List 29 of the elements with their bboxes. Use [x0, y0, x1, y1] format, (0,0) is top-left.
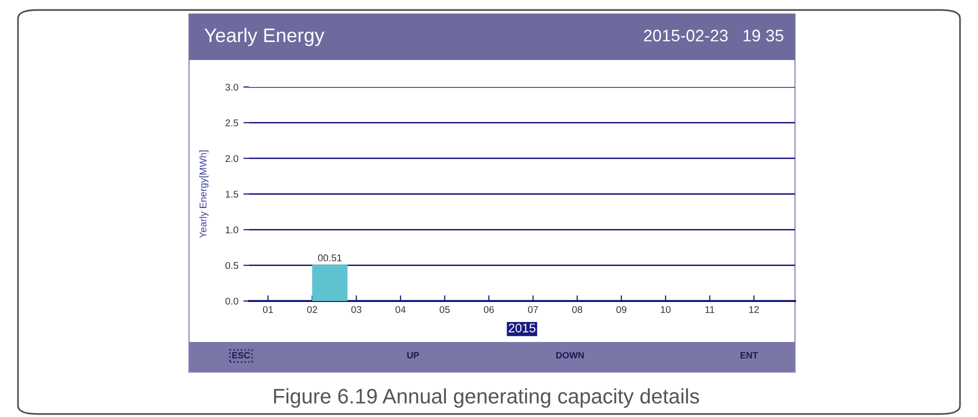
text: ESC: [232, 352, 250, 358]
y-tick-label: 1.5: [226, 190, 238, 198]
x-tick-label: 02: [307, 306, 318, 313]
chart-title: Yearly Energy: [204, 28, 324, 46]
text: UP: [407, 352, 419, 358]
y-tick-label: 2.5: [226, 119, 238, 126]
x-tick-label: 05: [440, 306, 450, 313]
x-tick-label: 11: [705, 306, 714, 313]
x-tick-label: 12: [749, 306, 759, 313]
data-label: 00.51: [318, 254, 342, 262]
x-tick-label: 01: [262, 306, 273, 313]
y-tick-label: 0.0: [225, 298, 238, 305]
x-tick-label: 08: [572, 306, 582, 313]
x-tick-label: 10: [660, 306, 671, 313]
x-tick-label: 07: [528, 306, 538, 313]
y-tick-label: 3.0: [225, 84, 238, 91]
x-axis-title: 2015: [508, 324, 536, 332]
caption: Figure 6.19 Annual generating capacity details: [274, 388, 700, 408]
x-tick-label: 03: [351, 306, 362, 313]
text: DOWN: [556, 352, 584, 358]
y-axis-title: Yearly Energy[MWh]: [199, 150, 208, 238]
chart-subtitle: 2015-02-23 19 35: [644, 30, 784, 42]
y-tick-label: 2.0: [226, 155, 238, 162]
y-tick-label: 0.5: [225, 262, 238, 269]
x-tick-label: 06: [484, 306, 494, 313]
x-tick-label: 09: [616, 306, 626, 313]
text: ENT: [740, 352, 758, 358]
y-tick-label: 1.0: [226, 226, 238, 234]
x-tick-label: 04: [395, 306, 406, 313]
